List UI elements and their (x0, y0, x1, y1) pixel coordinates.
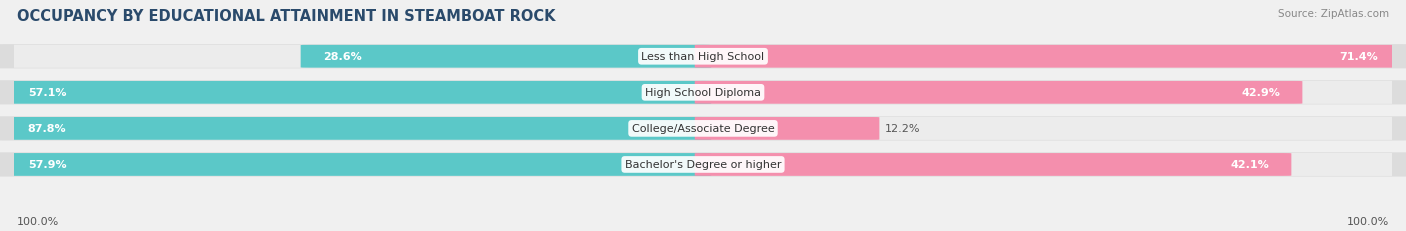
Text: OCCUPANCY BY EDUCATIONAL ATTAINMENT IN STEAMBOAT ROCK: OCCUPANCY BY EDUCATIONAL ATTAINMENT IN S… (17, 9, 555, 24)
Text: 71.4%: 71.4% (1340, 52, 1378, 62)
FancyBboxPatch shape (6, 118, 711, 140)
Text: College/Associate Degree: College/Associate Degree (631, 124, 775, 134)
FancyBboxPatch shape (695, 118, 879, 140)
Text: 87.8%: 87.8% (28, 124, 66, 134)
Text: 12.2%: 12.2% (884, 124, 921, 134)
Text: 100.0%: 100.0% (17, 216, 59, 226)
Text: 100.0%: 100.0% (1347, 216, 1389, 226)
Text: 57.1%: 57.1% (28, 88, 66, 98)
FancyBboxPatch shape (6, 82, 711, 104)
FancyBboxPatch shape (695, 46, 1400, 68)
FancyBboxPatch shape (0, 82, 1406, 104)
FancyBboxPatch shape (695, 153, 1291, 176)
Text: 28.6%: 28.6% (323, 52, 361, 62)
Text: High School Diploma: High School Diploma (645, 88, 761, 98)
FancyBboxPatch shape (0, 117, 1406, 141)
FancyBboxPatch shape (0, 153, 1406, 177)
FancyBboxPatch shape (6, 153, 711, 176)
Text: 42.9%: 42.9% (1241, 88, 1281, 98)
FancyBboxPatch shape (695, 82, 1302, 104)
Text: Less than High School: Less than High School (641, 52, 765, 62)
Text: 57.9%: 57.9% (28, 160, 66, 170)
FancyBboxPatch shape (301, 46, 711, 68)
Text: 42.1%: 42.1% (1230, 160, 1270, 170)
FancyBboxPatch shape (0, 46, 1406, 69)
Legend: Owner-occupied, Renter-occupied: Owner-occupied, Renter-occupied (582, 228, 824, 231)
Text: Bachelor's Degree or higher: Bachelor's Degree or higher (624, 160, 782, 170)
FancyBboxPatch shape (0, 153, 1406, 176)
FancyBboxPatch shape (0, 81, 1406, 105)
Text: Source: ZipAtlas.com: Source: ZipAtlas.com (1278, 9, 1389, 19)
FancyBboxPatch shape (0, 117, 1406, 140)
FancyBboxPatch shape (0, 45, 1406, 69)
